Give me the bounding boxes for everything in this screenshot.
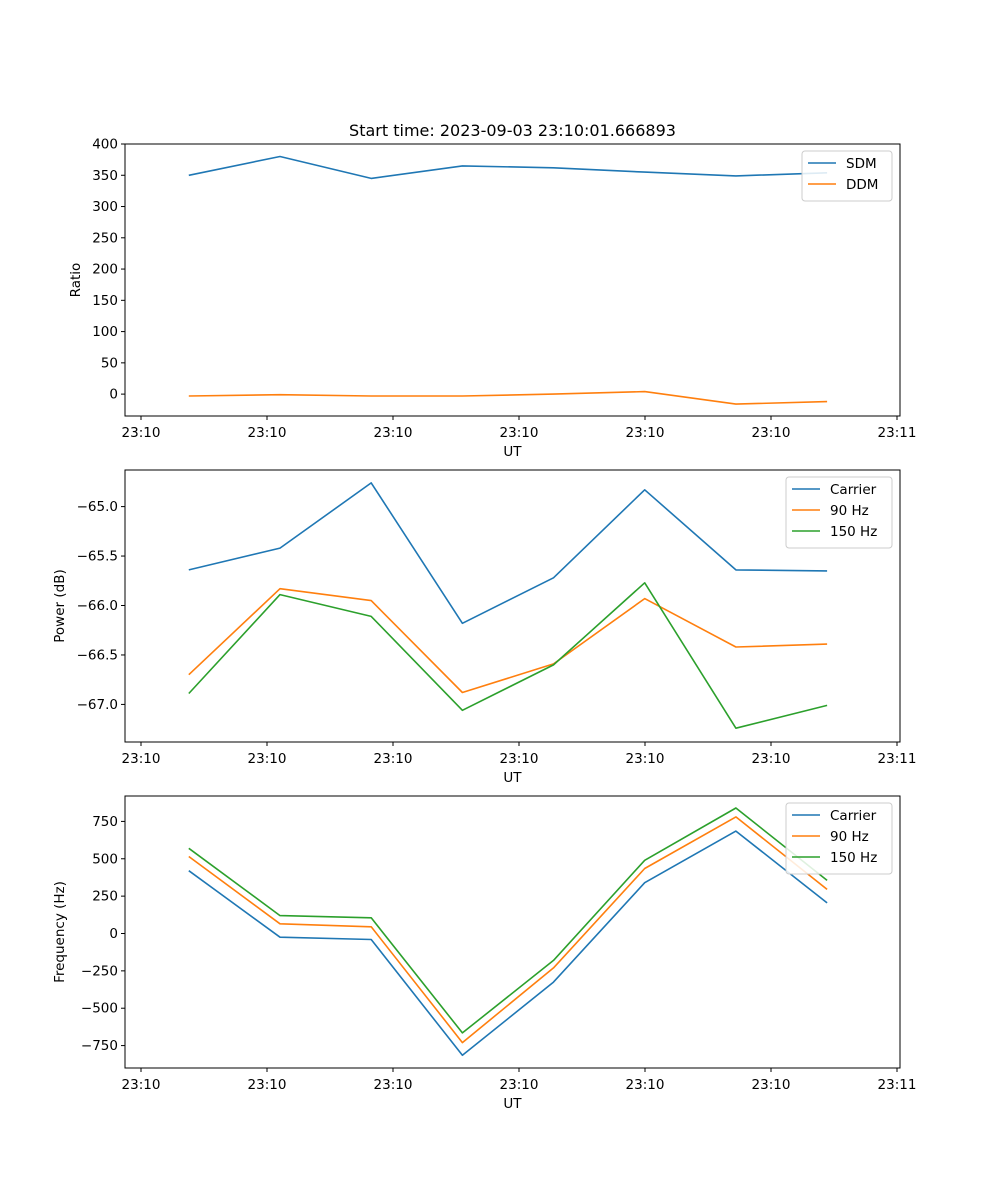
x-axis-label: UT (503, 1096, 522, 1112)
y-tick-label: −67.0 (77, 697, 118, 713)
y-tick-label: 250 (92, 889, 118, 905)
x-tick-label: 23:11 (878, 425, 917, 441)
figure-title: Start time: 2023-09-03 23:10:01.666893 (349, 121, 676, 140)
legend-entry: Carrier (830, 808, 877, 824)
legend: SDM DDM (801, 150, 893, 202)
x-tick-label: 23:10 (752, 425, 791, 441)
y-tick-label: 150 (92, 293, 118, 309)
y-tick-label: 50 (101, 355, 118, 371)
x-tick-label: 23:10 (374, 751, 413, 767)
x-tick-label: 23:11 (878, 751, 917, 767)
x-tick-label: 23:10 (500, 751, 539, 767)
y-axis-label: Power (dB) (52, 569, 68, 642)
x-tick-label: 23:10 (752, 1077, 791, 1093)
axes-frame (124, 795, 901, 1069)
series-line-sdm (188, 155, 828, 180)
axes-frame (124, 143, 901, 417)
subplot-power: −67.0 −66.5 −66.0 −65.5 −65.0 23:10 23:10 23:10… (52, 469, 917, 786)
legend: Carrier 90 Hz 150 Hz (785, 476, 893, 549)
x-tick-label: 23:10 (626, 751, 665, 767)
x-tick-label: 23:10 (500, 425, 539, 441)
y-tick-label: −65.0 (77, 499, 118, 515)
y-tick-label: 400 (92, 137, 118, 153)
y-tick-label: 0 (109, 387, 118, 403)
y-tick-label: 250 (92, 230, 118, 246)
series-line-150-hz (188, 581, 828, 730)
x-axis-label: UT (503, 770, 522, 786)
series-line-90-hz (188, 816, 828, 1044)
x-tick-label: 23:10 (374, 425, 413, 441)
y-axis-label: Frequency (Hz) (52, 881, 68, 983)
series-line-carrier (188, 482, 828, 625)
y-tick-label: −66.0 (77, 598, 118, 614)
subplot-frequency: −750 −500 −250 0 250 500 750 23:10 23:10 23:10 23:… (52, 795, 917, 1112)
x-tick-label: 23:10 (626, 1077, 665, 1093)
x-tick-label: 23:10 (248, 751, 287, 767)
legend-entry: SDM (846, 156, 877, 172)
legend-entry: 90 Hz (830, 829, 869, 845)
y-axis-label: Ratio (68, 263, 84, 298)
legend-entry: Carrier (830, 482, 877, 498)
x-tick-label: 23:10 (122, 425, 161, 441)
x-tick-label: 23:10 (500, 1077, 539, 1093)
series-line-150-hz (188, 807, 828, 1034)
x-tick-label: 23:11 (878, 1077, 917, 1093)
legend-entry: DDM (846, 177, 878, 193)
x-tick-label: 23:10 (122, 751, 161, 767)
x-tick-label: 23:10 (752, 751, 791, 767)
x-tick-label: 23:10 (248, 1077, 287, 1093)
subplot-ratio: 0 50 100 150 200 250 300 350 400 23:10 23:10 23:10 2… (68, 137, 916, 461)
legend-entry: 150 Hz (830, 850, 877, 866)
y-tick-label: −750 (81, 1038, 118, 1054)
axes-frame (124, 469, 901, 743)
x-tick-label: 23:10 (374, 1077, 413, 1093)
y-tick-label: 200 (92, 262, 118, 278)
y-tick-label: −500 (81, 1001, 118, 1017)
x-axis-label: UT (503, 444, 522, 460)
legend-entry: 90 Hz (830, 503, 869, 519)
series-line-90-hz (188, 587, 828, 694)
y-tick-label: −250 (81, 963, 118, 979)
y-tick-label: 300 (92, 199, 118, 215)
y-tick-label: 500 (92, 851, 118, 867)
series-line-ddm (188, 390, 828, 405)
y-tick-label: 0 (109, 926, 118, 942)
legend: Carrier 90 Hz 150 Hz (785, 802, 893, 875)
y-tick-label: −66.5 (77, 647, 118, 663)
x-tick-label: 23:10 (248, 425, 287, 441)
y-tick-label: 100 (92, 324, 118, 340)
x-tick-label: 23:10 (626, 425, 665, 441)
y-tick-label: 750 (92, 814, 118, 830)
x-tick-label: 23:10 (122, 1077, 161, 1093)
legend-entry: 150 Hz (830, 524, 877, 540)
y-tick-label: −65.5 (77, 549, 118, 565)
series-line-carrier (188, 830, 828, 1057)
y-tick-label: 350 (92, 168, 118, 184)
